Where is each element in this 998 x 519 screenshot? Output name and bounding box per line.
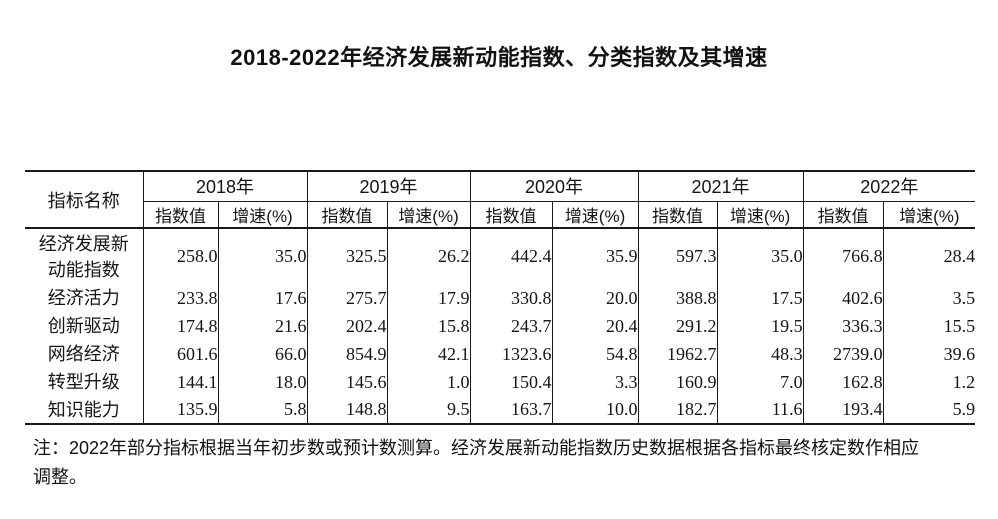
index-value-cell: 388.8 — [638, 284, 718, 312]
index-value-cell: 160.9 — [638, 368, 718, 396]
index-value-cell: 258.0 — [143, 228, 219, 284]
subheader-growth-2018: 增速(%) — [218, 201, 308, 229]
table-row: 网络经济 601.6 66.0 854.9 42.1 1323.6 54.8 1… — [25, 340, 975, 368]
growth-value-cell: 3.3 — [552, 368, 639, 396]
growth-value-cell: 19.5 — [717, 312, 804, 340]
growth-value-cell: 10.0 — [552, 396, 639, 424]
index-value-cell: 601.6 — [143, 340, 219, 368]
table-row: 创新驱动 174.8 21.6 202.4 15.8 243.7 20.4 29… — [25, 312, 975, 340]
year-header-2021: 2021年 — [638, 171, 804, 202]
footnote: 注：2022年部分指标根据当年初步数或预计数测算。经济发展新动能指数历史数据根据… — [33, 434, 983, 492]
row-label: 经济活力 — [25, 284, 144, 312]
index-value-cell: 135.9 — [143, 396, 219, 424]
subheader-row: 指数值 增速(%) 指数值 增速(%) 指数值 增速(%) 指数值 增速(%) … — [25, 201, 976, 229]
indicators-table: 指标名称 2018年 2019年 2020年 2021年 2022年 指数值 增… — [25, 170, 976, 425]
index-value-cell: 233.8 — [143, 284, 219, 312]
growth-value-cell: 7.0 — [717, 368, 804, 396]
index-value-cell: 336.3 — [803, 312, 884, 340]
growth-value-cell: 5.9 — [952, 399, 976, 419]
index-value-cell: 442.4 — [470, 228, 553, 284]
growth-value-cell: 35.0 — [218, 228, 308, 284]
footnote-line-2: 调整。 — [33, 467, 87, 487]
index-value-cell: 854.9 — [307, 340, 388, 368]
index-value-cell: 150.4 — [470, 368, 553, 396]
growth-value-cell: 20.4 — [552, 312, 639, 340]
growth-value-cell: 48.3 — [717, 340, 804, 368]
subheader-index-2021: 指数值 — [638, 201, 718, 229]
year-header-2019: 2019年 — [307, 171, 471, 202]
index-value-cell: 182.7 — [638, 396, 718, 424]
table-row: 转型升级 144.1 18.0 145.6 1.0 150.4 3.3 160.… — [25, 368, 975, 396]
index-value-cell: 163.7 — [470, 396, 553, 424]
growth-value-cell: 11.6 — [717, 396, 804, 424]
year-header-2020: 2020年 — [470, 171, 639, 202]
growth-value-cell: 3.5 — [952, 287, 976, 308]
subheader-growth-2019: 增速(%) — [387, 201, 471, 229]
index-value-cell: 291.2 — [638, 312, 718, 340]
growth-value-cell: 54.8 — [552, 340, 639, 368]
row-label: 经济发展新 动能指数 — [25, 228, 144, 284]
table-row: 知识能力 135.9 5.8 148.8 9.5 163.7 10.0 182.… — [25, 396, 975, 424]
growth-value-cell: 42.1 — [387, 340, 471, 368]
growth-value-cell: 35.9 — [552, 228, 639, 284]
growth-value-cell: 20.0 — [552, 284, 639, 312]
subheader-growth-2022: 增速(%) — [883, 201, 976, 229]
index-value-cell: 162.8 — [803, 368, 884, 396]
growth-value-cell: 15.8 — [387, 312, 471, 340]
page-title: 2018-2022年经济发展新动能指数、分类指数及其增速 — [230, 45, 768, 70]
row-label: 知识能力 — [25, 396, 144, 424]
subheader-growth-2021: 增速(%) — [717, 201, 804, 229]
growth-value-cell: 18.0 — [218, 368, 308, 396]
corner-header-cell: 指标名称 — [25, 171, 144, 229]
table-row: 经济发展新 动能指数 258.0 35.0 325.5 26.2 442.4 3… — [25, 228, 975, 284]
index-value-cell: 193.4 — [803, 396, 884, 424]
footnote-line-1: 注：2022年部分指标根据当年初步数或预计数测算。经济发展新动能指数历史数据根据… — [33, 438, 920, 458]
index-value-cell: 275.7 — [307, 284, 388, 312]
index-value-cell: 325.5 — [307, 228, 388, 284]
subheader-growth-2020: 增速(%) — [552, 201, 639, 229]
growth-value-cell: 28.4 — [943, 246, 976, 266]
row-label: 转型升级 — [25, 368, 144, 396]
index-value-cell: 243.7 — [470, 312, 553, 340]
subheader-index-2020: 指数值 — [470, 201, 553, 229]
index-value-cell: 1323.6 — [470, 340, 553, 368]
index-value-cell: 174.8 — [143, 312, 219, 340]
growth-value-cell: 1.2 — [952, 371, 976, 392]
growth-value-cell: 26.2 — [387, 228, 471, 284]
row-label-line-1: 经济发展新 — [38, 233, 129, 254]
table-row: 经济活力 233.8 17.6 275.7 17.9 330.8 20.0 38… — [25, 284, 975, 312]
index-value-cell: 1962.7 — [638, 340, 718, 368]
row-label: 网络经济 — [25, 340, 144, 368]
growth-value-cell: 17.9 — [387, 284, 471, 312]
index-value-cell: 766.8 — [803, 228, 884, 284]
growth-value-cell: 5.8 — [218, 396, 308, 424]
index-value-cell: 144.1 — [143, 368, 219, 396]
growth-value-cell: 35.0 — [717, 228, 804, 284]
growth-value-cell: 15.5 — [943, 315, 976, 336]
index-value-cell: 402.6 — [803, 284, 884, 312]
year-header-row: 指标名称 2018年 2019年 2020年 2021年 2022年 — [25, 171, 976, 229]
index-value-cell: 2739.0 — [803, 340, 884, 368]
year-header-2018: 2018年 — [143, 171, 308, 202]
growth-value-cell: 39.6 — [943, 343, 976, 364]
index-value-cell: 145.6 — [307, 368, 388, 396]
subheader-index-2018: 指数值 — [143, 201, 219, 229]
subheader-index-2019: 指数值 — [307, 201, 388, 229]
index-value-cell: 148.8 — [307, 396, 388, 424]
growth-value-cell: 21.6 — [218, 312, 308, 340]
growth-value-cell: 17.6 — [218, 284, 308, 312]
row-label: 创新驱动 — [25, 312, 144, 340]
index-value-cell: 330.8 — [470, 284, 553, 312]
row-label-line-2: 动能指数 — [47, 259, 120, 280]
growth-value-cell: 17.5 — [717, 284, 804, 312]
index-value-cell: 597.3 — [638, 228, 718, 284]
growth-value-cell: 1.0 — [387, 368, 471, 396]
index-value-cell: 202.4 — [307, 312, 388, 340]
year-header-2022: 2022年 — [803, 171, 976, 202]
subheader-index-2022: 指数值 — [803, 201, 884, 229]
growth-value-cell: 66.0 — [218, 340, 308, 368]
growth-value-cell: 9.5 — [387, 396, 471, 424]
